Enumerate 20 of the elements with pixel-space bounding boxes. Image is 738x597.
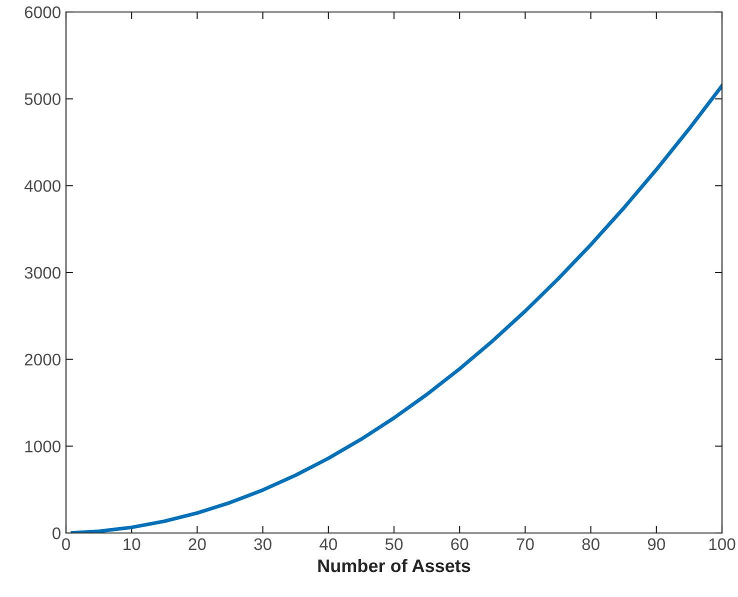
y-tick-label: 6000: [24, 6, 60, 18]
x-tick-label: 70: [516, 538, 534, 550]
y-tick-label: 0: [52, 527, 60, 540]
x-tick-label: 30: [254, 538, 272, 550]
x-tick-label: 10: [124, 538, 140, 550]
x-tick-label: 40: [320, 538, 338, 550]
y-tick-label: 5000: [24, 93, 60, 106]
x-tick-label: 60: [451, 538, 468, 550]
x-tick-label: 50: [385, 538, 403, 550]
x-tick-label: 90: [648, 538, 666, 550]
y-tick-label: 3000: [24, 266, 60, 279]
x-axis-title: Number of Assets: [318, 558, 470, 572]
x-tick-label: 100: [709, 538, 736, 550]
y-tick-label: 1000: [25, 440, 60, 452]
y-tick-label: 2000: [24, 354, 60, 366]
line-series: [70, 84, 722, 533]
x-tick-label: 20: [188, 538, 206, 550]
y-tick-label: 4000: [24, 180, 60, 192]
x-tick-label: 80: [582, 538, 600, 550]
x-tick-label: 0: [62, 538, 70, 550]
